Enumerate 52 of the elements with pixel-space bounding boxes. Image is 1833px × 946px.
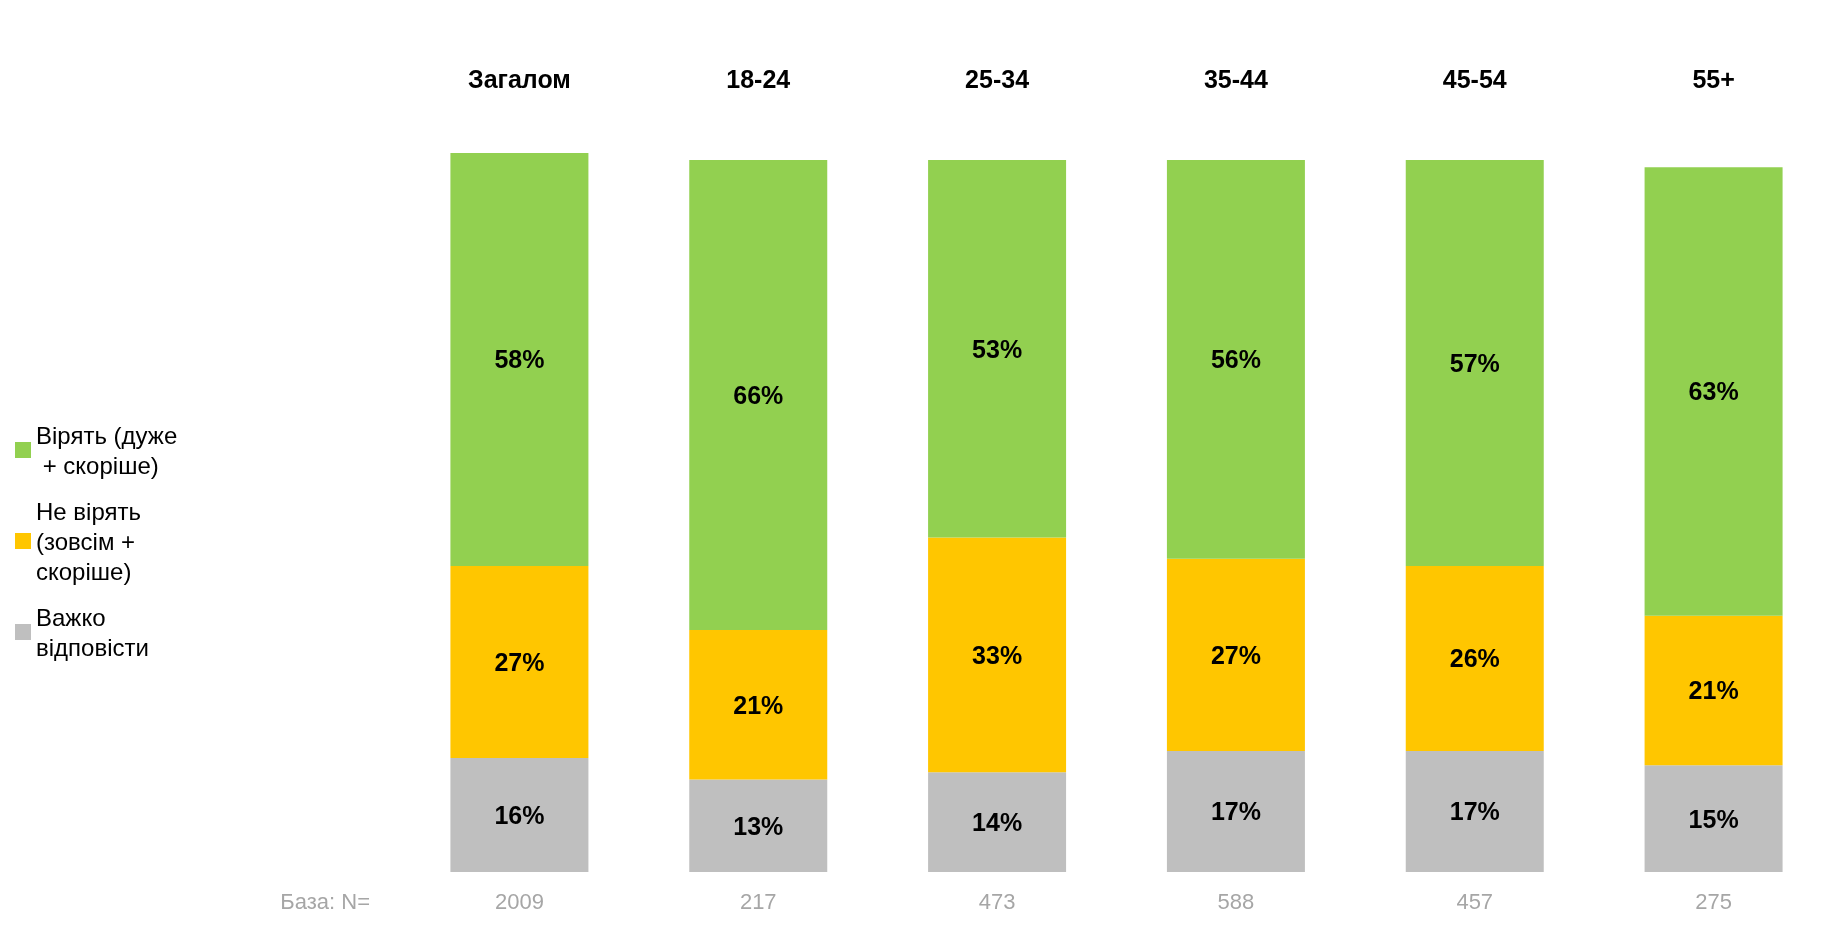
data-label: 66%	[733, 381, 784, 410]
bar	[1644, 615, 1783, 766]
bar	[1166, 160, 1305, 559]
data-label: 14%	[972, 808, 1023, 837]
bar	[928, 160, 1067, 538]
data-label: 17%	[1210, 797, 1261, 826]
bar	[928, 772, 1067, 872]
data-label: 26%	[1449, 644, 1500, 673]
text: 473	[978, 888, 1016, 914]
data-label: 63%	[1688, 377, 1739, 406]
bar	[450, 565, 589, 759]
text: 2009	[494, 888, 544, 914]
bar	[1644, 765, 1783, 872]
bar	[450, 153, 589, 566]
bar	[450, 758, 589, 872]
bar	[689, 779, 828, 872]
bar	[689, 629, 828, 780]
data-label: 17%	[1449, 797, 1500, 826]
text: 457	[1456, 888, 1494, 914]
bar	[1405, 565, 1544, 751]
bar	[1166, 750, 1305, 872]
x-tick-label: 45-54	[1442, 64, 1507, 93]
legend-label: Не вірять (зовсім + скоріше)	[36, 497, 148, 585]
x-tick-label: 55+	[1692, 64, 1735, 93]
data-label: 27%	[494, 647, 545, 676]
data-label: 16%	[494, 801, 545, 830]
data-label: 57%	[1449, 349, 1500, 378]
text: 217	[739, 888, 777, 914]
legend-label: Вірять (дуже + скоріше)	[36, 421, 178, 479]
x-tick-label: Загалом	[467, 64, 571, 93]
data-label: 58%	[494, 345, 545, 374]
bar	[689, 160, 828, 630]
x-tick-label: 35-44	[1203, 64, 1268, 93]
x-tick-label: 25-34	[965, 64, 1030, 93]
data-label: 56%	[1210, 345, 1261, 374]
legend-label: Важко відповісти	[36, 603, 149, 661]
bar	[1405, 750, 1544, 872]
bar	[1166, 558, 1305, 751]
bar	[928, 537, 1067, 773]
text: База: N=	[280, 888, 370, 914]
x-tick-label: 18-24	[726, 64, 791, 93]
bar	[1405, 160, 1544, 566]
data-label: 53%	[972, 334, 1023, 363]
data-label: 21%	[733, 690, 784, 719]
data-label: 15%	[1688, 804, 1739, 833]
data-label: 13%	[733, 811, 784, 840]
data-label: 27%	[1210, 640, 1261, 669]
bar	[1644, 167, 1783, 616]
text: 275	[1695, 888, 1732, 914]
text: 588	[1217, 888, 1255, 914]
data-label: 33%	[972, 640, 1023, 669]
data-label: 21%	[1688, 676, 1739, 705]
